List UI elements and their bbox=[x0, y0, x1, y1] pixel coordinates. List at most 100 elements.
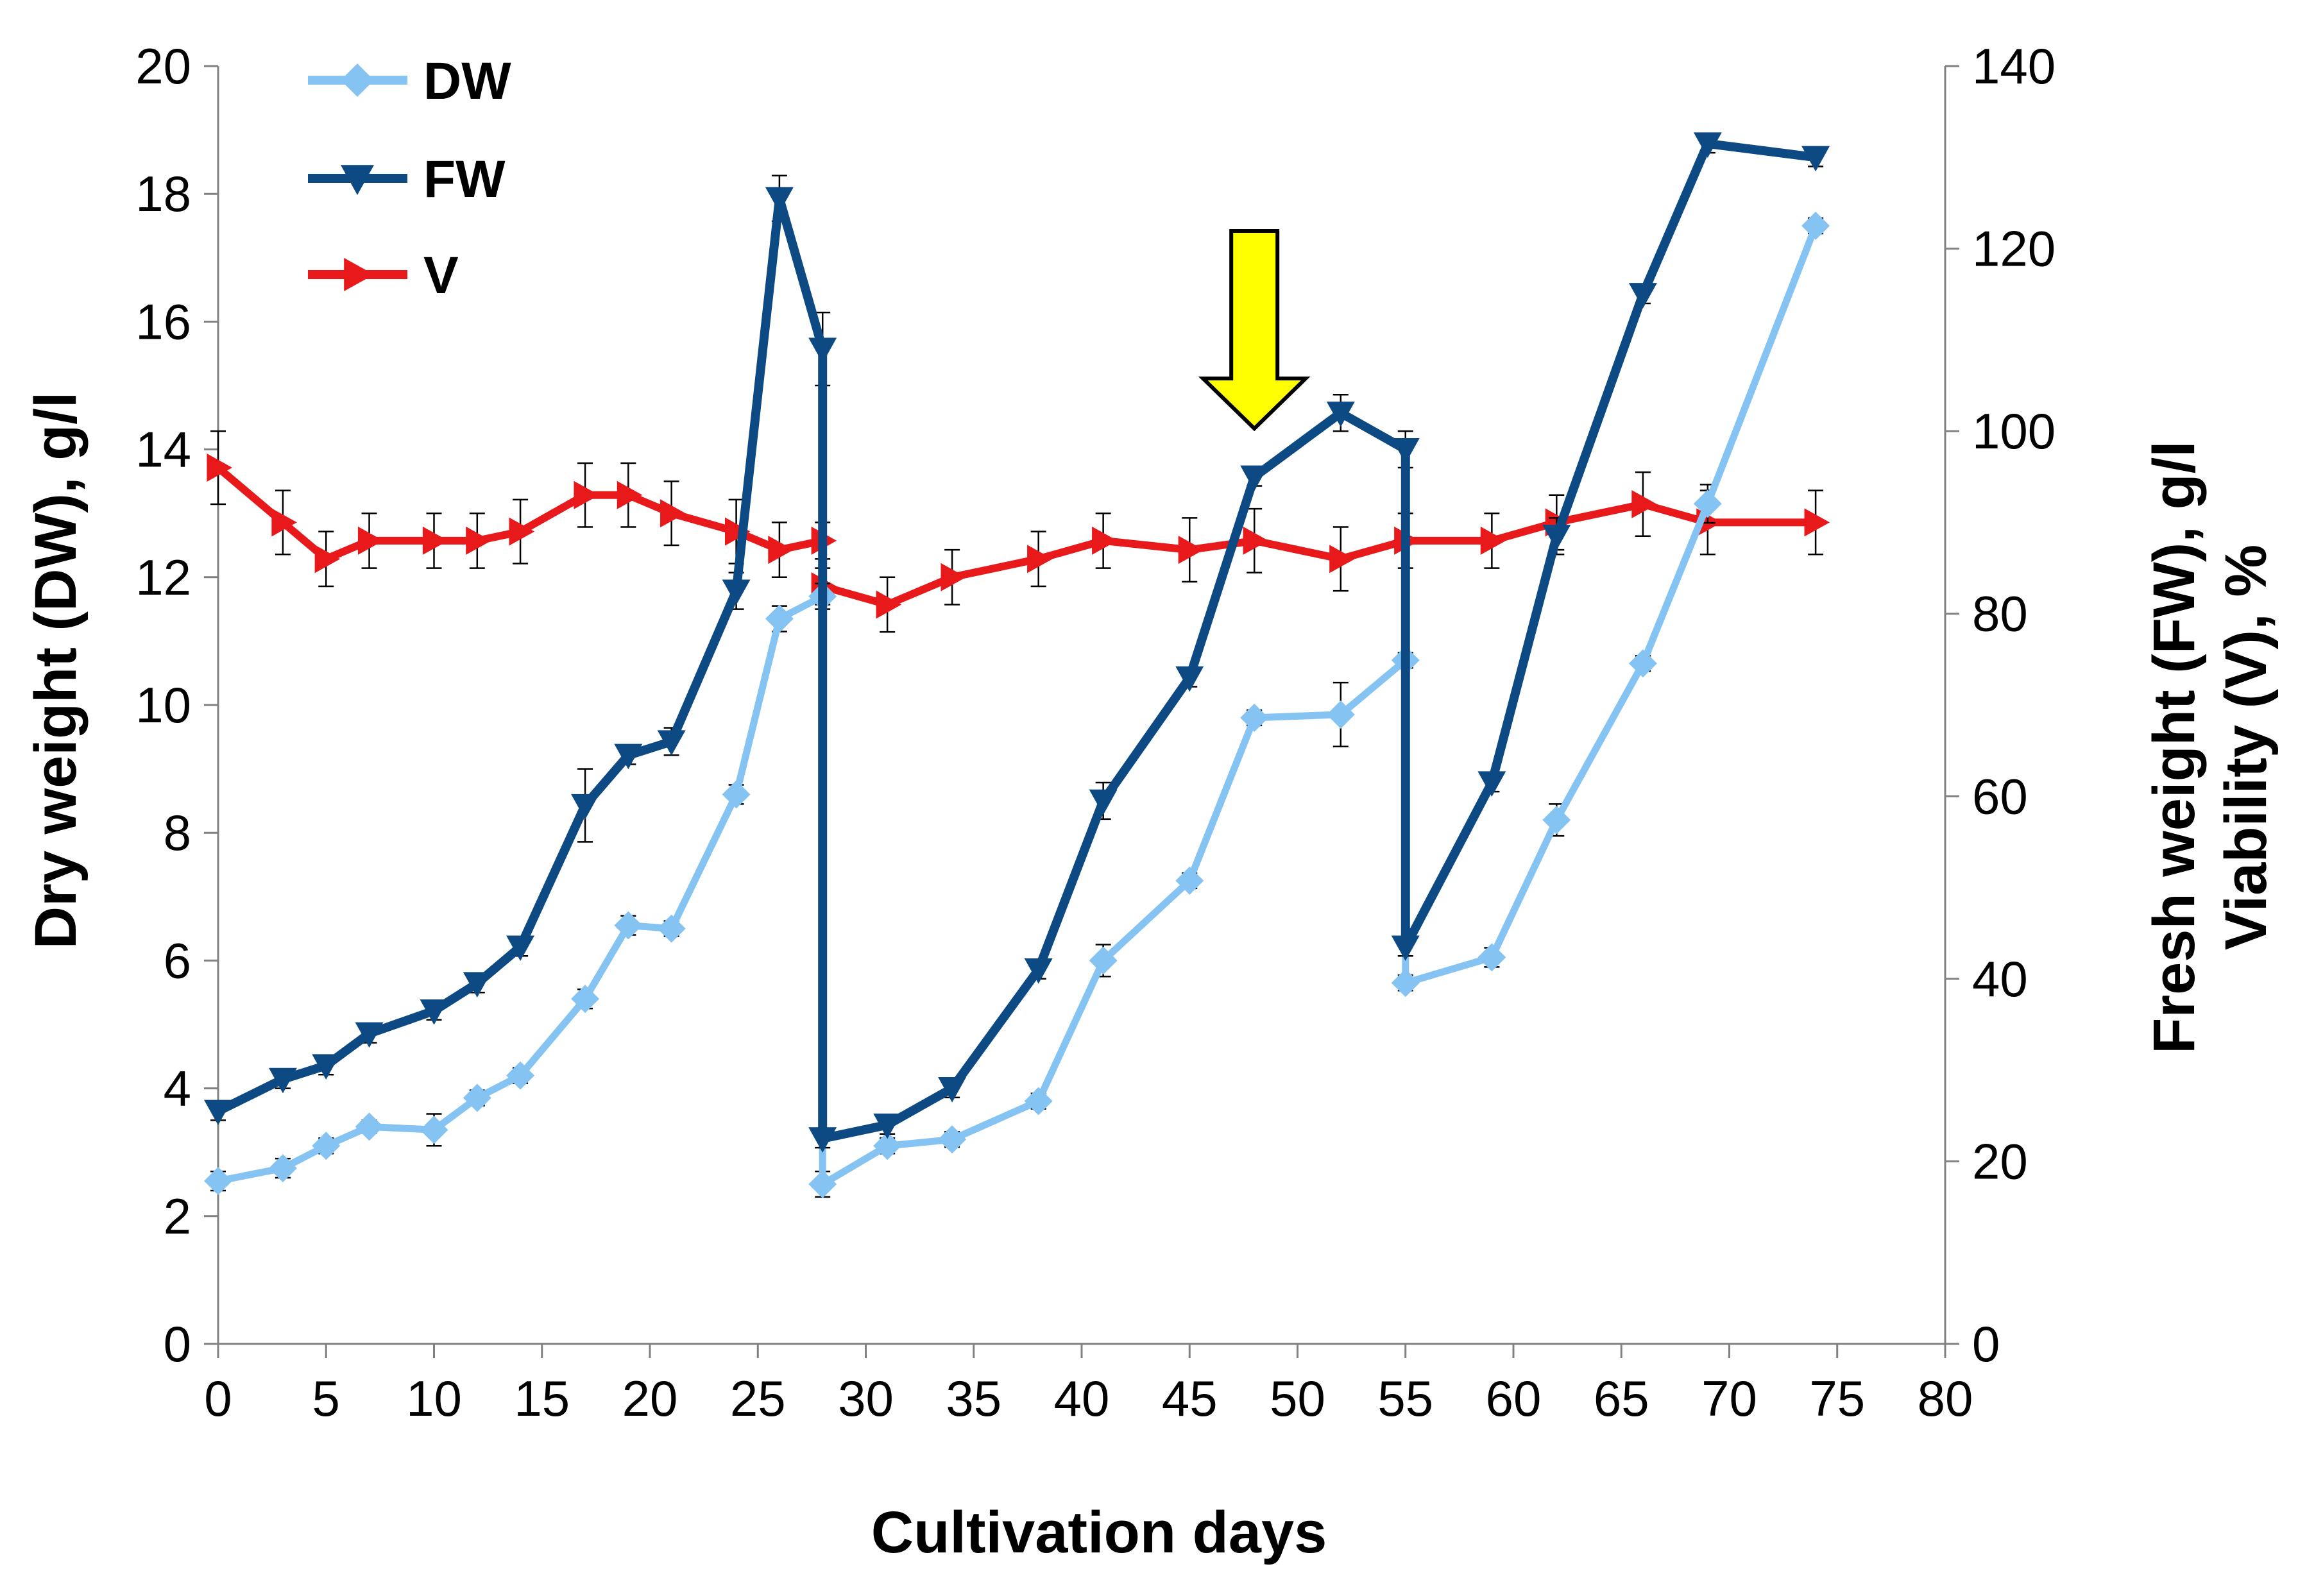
right-tick-label: 120 bbox=[1972, 221, 2056, 277]
left-tick-label: 12 bbox=[135, 549, 191, 606]
data-point-dw bbox=[938, 1125, 967, 1154]
x-tick-label: 75 bbox=[1809, 1370, 1865, 1427]
data-point-fw bbox=[938, 1077, 967, 1103]
legend-label: DW bbox=[423, 52, 511, 110]
data-point-dw bbox=[506, 1061, 535, 1090]
data-point-dw bbox=[268, 1154, 297, 1183]
data-point-fw bbox=[614, 743, 643, 770]
x-tick-label: 55 bbox=[1377, 1370, 1433, 1427]
x-tick-label: 15 bbox=[514, 1370, 570, 1427]
data-point-dw bbox=[1024, 1087, 1053, 1116]
data-point-fw bbox=[204, 1099, 232, 1126]
legend: DW FW V bbox=[308, 52, 511, 305]
data-point-dw bbox=[420, 1116, 448, 1144]
right-tick-label: 40 bbox=[1972, 951, 2028, 1007]
data-point-fw bbox=[571, 794, 600, 820]
data-point-v bbox=[314, 545, 341, 573]
data-point-v bbox=[725, 517, 751, 546]
x-tick-label: 25 bbox=[730, 1370, 786, 1427]
data-point-dw bbox=[657, 914, 686, 943]
data-point-dw bbox=[204, 1167, 232, 1196]
x-tick-label: 5 bbox=[312, 1370, 340, 1427]
right-axis-ticks: 0 20 40 60 80 100 120 140 bbox=[1945, 38, 2056, 1372]
data-point-fw bbox=[268, 1067, 297, 1094]
data-point-dw bbox=[1801, 212, 1830, 240]
x-tick-label: 50 bbox=[1270, 1370, 1325, 1427]
data-point-v bbox=[509, 517, 535, 546]
series-line-fw bbox=[214, 139, 1821, 1143]
data-point-fw bbox=[1391, 438, 1420, 464]
data-point-dw bbox=[873, 1132, 902, 1160]
data-point-v bbox=[207, 454, 232, 482]
data-point-v bbox=[357, 526, 384, 555]
legend-label: V bbox=[423, 246, 459, 305]
data-point-dw bbox=[1693, 489, 1722, 518]
right-axis-title-line2: Viability (V), % bbox=[2213, 545, 2279, 950]
data-point-fw bbox=[355, 1022, 384, 1048]
data-point-dw bbox=[1326, 700, 1355, 729]
data-point-dw bbox=[614, 911, 643, 940]
data-point-v bbox=[1480, 526, 1506, 555]
data-point-fw bbox=[1628, 283, 1657, 309]
right-tick-label: 60 bbox=[1972, 768, 2028, 824]
data-point-dw bbox=[722, 780, 751, 809]
data-point-v bbox=[1092, 526, 1118, 555]
annotation-layer bbox=[1198, 229, 1311, 432]
x-axis-ticks: 0 5 10 15 20 25 30 35 40 45 50 55 60 65 70 75 80 bbox=[204, 1344, 1973, 1427]
data-point-dw bbox=[1240, 703, 1269, 732]
data-point-v bbox=[941, 563, 967, 591]
data-point-v bbox=[466, 526, 491, 555]
legend-item-v: V bbox=[308, 246, 459, 305]
data-point-fw bbox=[1391, 935, 1420, 962]
data-point-v bbox=[660, 499, 686, 528]
data-point-v bbox=[1804, 508, 1830, 537]
data-point-v bbox=[1178, 536, 1204, 565]
legend-marker bbox=[341, 165, 374, 195]
left-tick-label: 4 bbox=[164, 1060, 191, 1117]
series-fw bbox=[204, 132, 1830, 1153]
data-point-dw bbox=[765, 604, 794, 633]
data-point-fw bbox=[312, 1054, 341, 1080]
data-point-fw bbox=[808, 337, 837, 364]
data-point-fw bbox=[1693, 132, 1722, 158]
series-line-dw bbox=[214, 222, 1819, 1188]
data-point-fw bbox=[506, 935, 535, 962]
data-point-v bbox=[422, 526, 448, 555]
data-point-v bbox=[876, 590, 902, 619]
data-point-v bbox=[768, 536, 794, 565]
data-point-fw bbox=[1089, 789, 1118, 815]
data-point-fw bbox=[1175, 666, 1204, 692]
left-tick-label: 10 bbox=[135, 677, 191, 733]
data-point-dw bbox=[463, 1083, 491, 1112]
data-point-dw bbox=[1089, 946, 1118, 975]
data-point-dw bbox=[808, 1170, 837, 1198]
data-point-fw bbox=[1477, 771, 1506, 797]
legend-item-dw: DW bbox=[308, 52, 511, 110]
x-tick-label: 65 bbox=[1594, 1370, 1649, 1427]
x-tick-label: 10 bbox=[406, 1370, 462, 1427]
annotation-arrow bbox=[1198, 229, 1311, 432]
right-tick-label: 0 bbox=[1972, 1316, 2000, 1372]
data-point-fw bbox=[765, 187, 794, 213]
data-point-fw bbox=[1240, 465, 1269, 491]
x-tick-label: 70 bbox=[1701, 1370, 1757, 1427]
data-point-dw bbox=[1391, 969, 1420, 998]
x-axis-title: Cultivation days bbox=[871, 1500, 1327, 1565]
series-layer bbox=[204, 132, 1830, 1198]
data-point-v bbox=[271, 508, 297, 537]
left-axis-title: Dry weight (DW), g/l bbox=[23, 392, 89, 949]
data-point-v bbox=[1243, 526, 1269, 555]
left-tick-label: 0 bbox=[164, 1316, 191, 1372]
right-tick-label: 100 bbox=[1972, 403, 2056, 459]
data-point-dw bbox=[571, 985, 600, 1014]
data-point-fw bbox=[463, 972, 491, 998]
data-point-v bbox=[617, 480, 643, 509]
data-point-fw bbox=[1024, 958, 1053, 984]
data-point-dw bbox=[355, 1112, 384, 1141]
data-point-v bbox=[1631, 489, 1657, 518]
legend-item-fw: FW bbox=[308, 150, 506, 208]
x-tick-label: 0 bbox=[204, 1370, 232, 1427]
data-point-dw bbox=[1542, 806, 1571, 835]
data-point-dw bbox=[1175, 866, 1204, 895]
